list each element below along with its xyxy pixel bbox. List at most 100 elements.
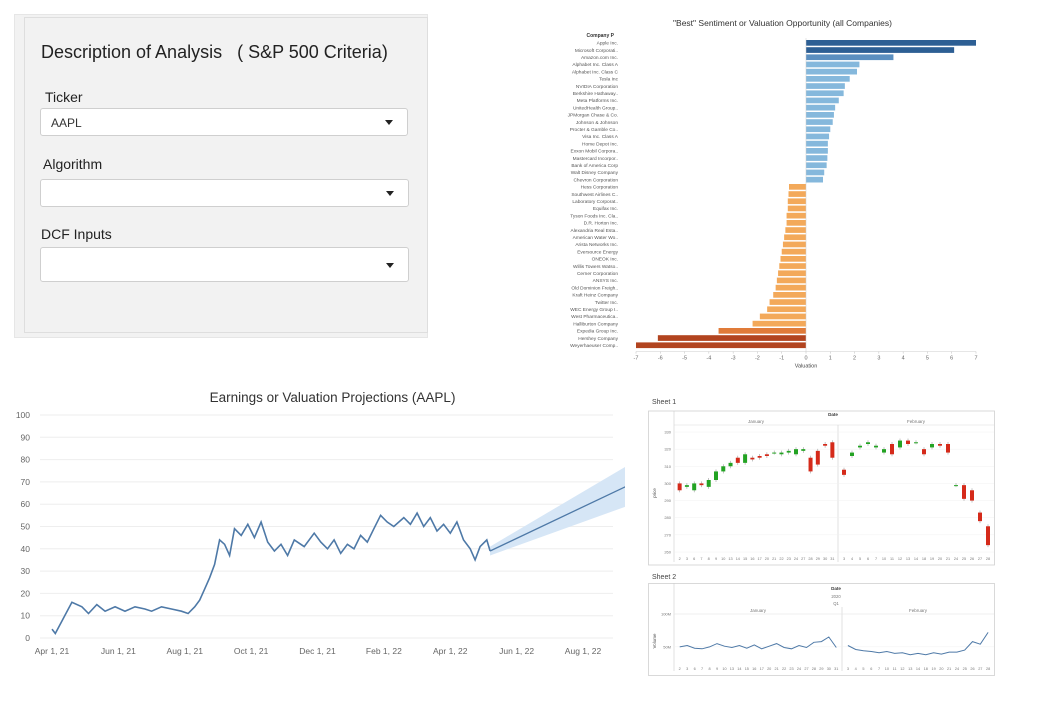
x-tick-label-feb: 4 bbox=[855, 667, 857, 671]
panel-label-february: February bbox=[907, 419, 926, 424]
valuation-bar bbox=[806, 119, 833, 125]
valuation-bar bbox=[806, 155, 828, 161]
category-label: UnitedHealth Group.. bbox=[573, 105, 618, 111]
x-tick-label-feb: 5 bbox=[859, 557, 861, 561]
y-tick-label: 10 bbox=[21, 611, 31, 621]
x-tick-label-feb: 11 bbox=[890, 557, 894, 561]
x-tick-label-feb: 28 bbox=[986, 667, 990, 671]
x-tick-label-feb: 25 bbox=[962, 557, 966, 561]
category-label: Alphabet Inc. Class C bbox=[572, 69, 619, 75]
x-tick-label-jan: 24 bbox=[794, 557, 798, 561]
analysis-panel: Description of Analysis ( S&P 500 Criter… bbox=[14, 14, 428, 338]
candle-body bbox=[970, 490, 974, 501]
valuation-bar bbox=[773, 292, 806, 298]
x-tick-label-jan: 8 bbox=[708, 557, 710, 561]
ticker-select[interactable]: AAPL bbox=[40, 108, 408, 136]
category-label: Twitter Inc. bbox=[595, 300, 618, 306]
y-tick-label: 300 bbox=[664, 481, 671, 486]
x-tick-label-feb: 27 bbox=[978, 667, 982, 671]
valuation-bar bbox=[769, 299, 806, 305]
candle-body bbox=[930, 444, 934, 448]
x-tick-label-feb: 7 bbox=[878, 667, 880, 671]
candle-body bbox=[794, 449, 798, 455]
x-tick-label-jan: 7 bbox=[701, 667, 703, 671]
x-tick-label-feb: 13 bbox=[906, 557, 910, 561]
category-label: Old Dominion Freigh.. bbox=[571, 285, 618, 291]
candle-body bbox=[858, 445, 862, 448]
candle-body bbox=[757, 456, 762, 458]
candle-body bbox=[914, 442, 918, 444]
category-label: Laboratory Corporat.. bbox=[572, 199, 618, 205]
x-tick-label-feb: 14 bbox=[914, 557, 918, 561]
x-tick-label-jan: 22 bbox=[782, 667, 786, 671]
y-tick-label: 330 bbox=[664, 430, 671, 435]
x-tick-label-jan: 27 bbox=[801, 557, 805, 561]
category-label: Exxon Mobil Corpora.. bbox=[571, 149, 618, 155]
candle-body bbox=[815, 450, 820, 465]
x-tick-label-jan: 20 bbox=[767, 667, 771, 671]
candle-body bbox=[684, 485, 689, 487]
category-label: NVIDIA Corporation bbox=[576, 84, 618, 90]
x-tick-label-jan: 14 bbox=[737, 667, 741, 671]
x-tick-label-jan: 16 bbox=[750, 557, 754, 561]
x-tick-label-jan: 31 bbox=[834, 667, 838, 671]
x-tick-label-feb: 10 bbox=[885, 667, 889, 671]
x-tick-label-jan: 31 bbox=[830, 557, 834, 561]
dcf-inputs-select[interactable] bbox=[40, 247, 409, 282]
x-tick-label-feb: 19 bbox=[931, 667, 935, 671]
valuation-bar bbox=[806, 76, 850, 82]
x-tick-label-feb: 3 bbox=[843, 557, 845, 561]
candle-body bbox=[890, 444, 894, 455]
category-label: West Pharmaceutica.. bbox=[571, 314, 618, 320]
valuation-chart-title: "Best" Sentiment or Valuation Opportunit… bbox=[673, 18, 892, 28]
valuation-bar bbox=[787, 205, 806, 212]
candle-body bbox=[692, 483, 697, 491]
valuation-bar bbox=[786, 220, 806, 226]
y-tick-label: 50 bbox=[21, 522, 31, 532]
x-tick-label-jan: 3 bbox=[686, 667, 688, 671]
x-tick-label-feb: 20 bbox=[938, 557, 942, 561]
candle-body bbox=[946, 444, 950, 453]
y-tick-label: 0 bbox=[25, 633, 30, 643]
category-label: American Water Wo.. bbox=[573, 235, 618, 241]
candle-body bbox=[882, 449, 886, 453]
x-tick-label: 3 bbox=[877, 356, 880, 362]
x-tick-label-jan: 21 bbox=[775, 667, 779, 671]
category-label: Halliburton Company bbox=[573, 321, 618, 327]
x-tick-label: -6 bbox=[658, 356, 663, 362]
candle-body bbox=[706, 480, 711, 487]
x-tick-label-jan: 23 bbox=[787, 557, 791, 561]
valuation-bar bbox=[786, 212, 806, 219]
projection-line-chart: 0 10 20 30 40 50 60 70 80 90 100 Apr 1, 21 Jun 1, 21… bbox=[16, 410, 625, 656]
x-tick-label: Aug 1, 21 bbox=[167, 646, 204, 656]
candle-body bbox=[728, 462, 733, 467]
x-tick-label-feb: 27 bbox=[978, 557, 982, 561]
category-label: Alphabet Inc. Class A bbox=[572, 62, 618, 68]
y-tick-label: 70 bbox=[21, 477, 31, 487]
valuation-bar bbox=[806, 104, 836, 111]
candle-body bbox=[699, 483, 704, 486]
category-label: Cerner Corporation bbox=[577, 271, 618, 277]
category-label: Equifax Inc. bbox=[593, 206, 618, 212]
panel-label-january: January bbox=[748, 419, 765, 424]
algorithm-select[interactable] bbox=[40, 179, 409, 207]
x-tick-label: -1 bbox=[779, 356, 784, 362]
x-tick-label-jan: 29 bbox=[816, 557, 820, 561]
x-tick-label-jan: 28 bbox=[808, 557, 812, 561]
candle-body bbox=[866, 442, 870, 444]
category-label: Chevron Corporation bbox=[573, 177, 618, 183]
candle-body bbox=[735, 457, 740, 463]
valuation-bar bbox=[788, 191, 806, 197]
x-tick-label-feb: 4 bbox=[851, 557, 853, 561]
x-tick-label-jan: 2 bbox=[679, 557, 681, 561]
category-header: Company P bbox=[586, 33, 614, 39]
x-tick-label-jan: 2 bbox=[679, 667, 681, 671]
ticker-value: AAPL bbox=[51, 116, 82, 130]
chevron-down-icon bbox=[386, 262, 394, 268]
candle-body bbox=[808, 457, 813, 472]
x-tick-label: 1 bbox=[829, 356, 832, 362]
x-tick-label-feb: 21 bbox=[947, 667, 951, 671]
projection-chart-title: Earnings or Valuation Projections (AAPL) bbox=[209, 390, 456, 405]
candle-body bbox=[874, 445, 878, 448]
x-tick-label: Jun 1, 22 bbox=[499, 646, 534, 656]
